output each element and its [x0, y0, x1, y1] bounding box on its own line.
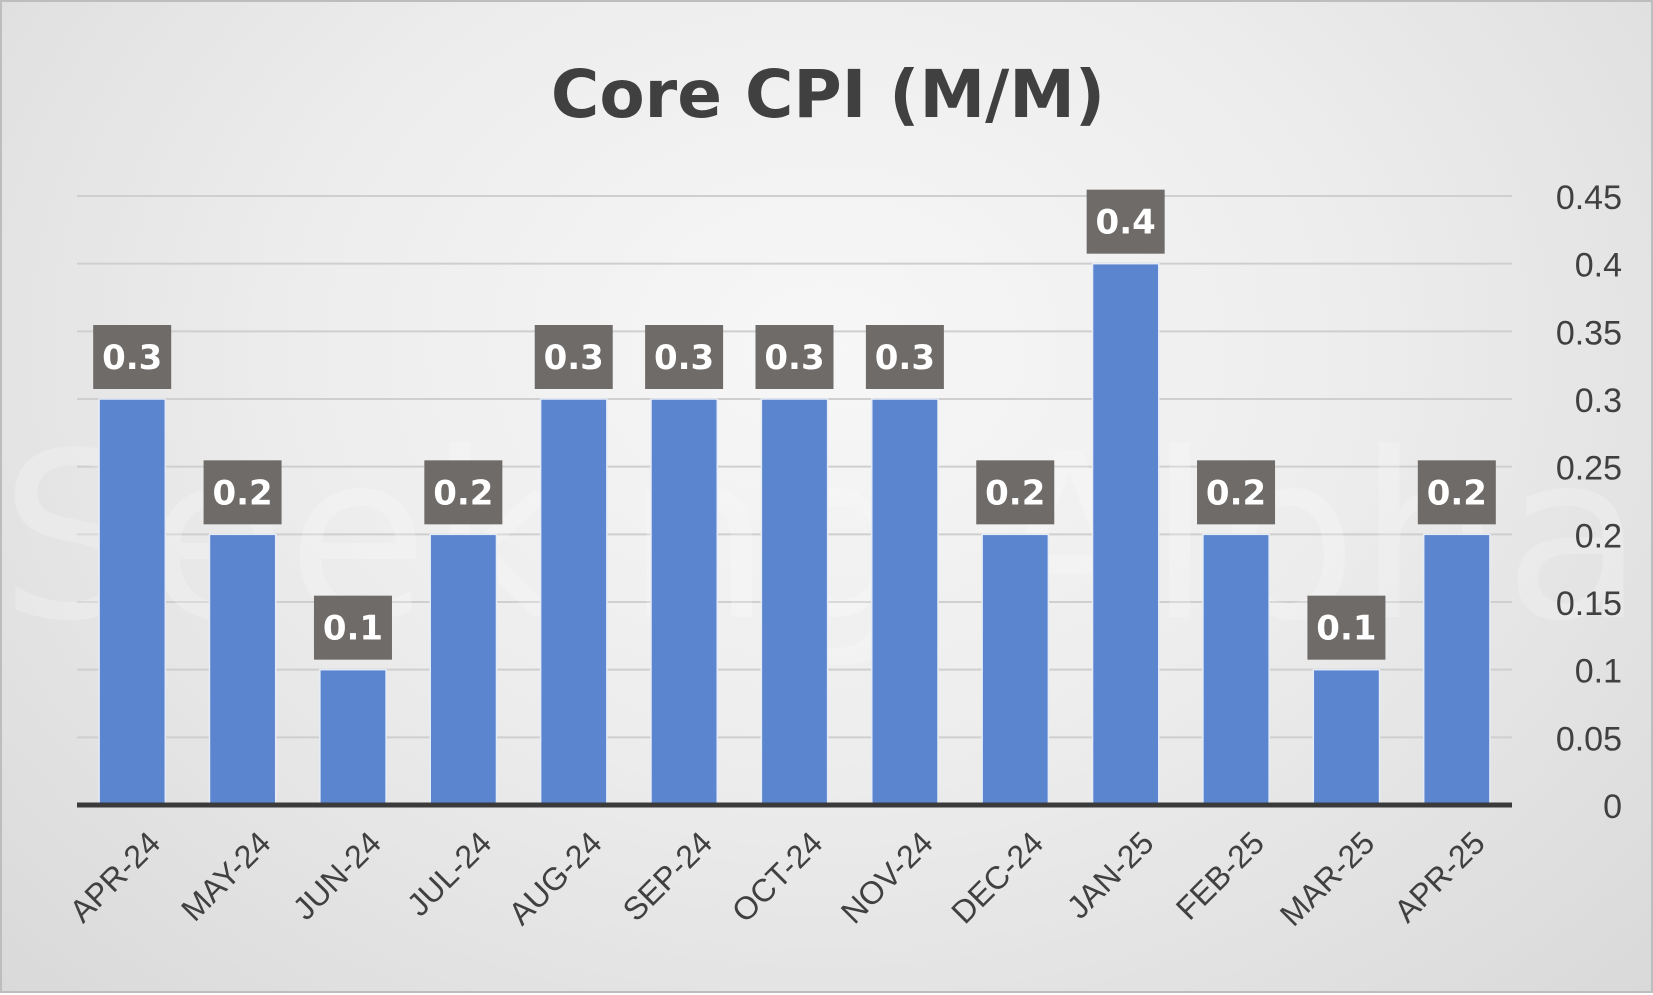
bar [208, 533, 277, 806]
data-label: 0.2 [1427, 473, 1487, 513]
data-label-box [1417, 460, 1496, 525]
y-tick-label: 0.15 [1556, 585, 1622, 623]
data-label-group: 0.2 [1197, 460, 1276, 525]
bar [319, 668, 387, 806]
data-label: 0.3 [102, 338, 162, 378]
x-tick-label: FEB-25 [1169, 824, 1271, 926]
bar [1202, 533, 1270, 806]
x-tick-label: MAR-25 [1273, 824, 1381, 932]
y-tick-label: 0.35 [1556, 314, 1622, 352]
data-label: 0.3 [654, 338, 714, 378]
x-tick-label: AUG-24 [501, 824, 608, 931]
data-label: 0.3 [544, 338, 604, 378]
x-tick-label: SEP-24 [616, 824, 719, 927]
data-label-box [976, 460, 1055, 525]
data-label: 0.1 [323, 609, 383, 649]
y-tick-label: 0 [1603, 788, 1622, 826]
x-tick-label: APR-24 [62, 824, 167, 929]
data-label: 0.1 [1316, 609, 1376, 649]
data-label-box [93, 325, 172, 389]
x-tick-label: OCT-24 [725, 824, 830, 929]
data-label-group: 0.3 [755, 325, 834, 389]
y-tick-label: 0.2 [1575, 517, 1622, 555]
x-tick-label: APR-25 [1387, 824, 1492, 929]
data-label-box [645, 325, 724, 389]
data-label-group: 0.3 [534, 325, 613, 389]
y-tick-label: 0.05 [1556, 720, 1622, 758]
bar [539, 398, 608, 806]
data-label: 0.3 [875, 338, 935, 378]
bar [760, 398, 829, 806]
data-label-box [424, 460, 503, 525]
bar [871, 398, 939, 806]
data-label: 0.2 [985, 473, 1045, 513]
bars [98, 262, 1491, 806]
x-tick-label: JUL-24 [400, 824, 498, 922]
y-axis-ticks: 0 0.05 0.1 0.15 0.2 0.25 0.3 0.35 0.4 0.45 [1556, 179, 1622, 826]
bar [981, 533, 1050, 806]
data-label-box [1307, 595, 1386, 660]
data-label-group: 0.1 [313, 595, 392, 660]
data-label-group: 0.2 [424, 460, 503, 525]
x-tick-label: DEC-24 [944, 824, 1050, 930]
data-label-group: 0.2 [976, 460, 1055, 525]
data-label: 0.3 [764, 338, 824, 378]
data-label-group: 0.3 [645, 325, 724, 389]
data-label-box [755, 325, 834, 389]
bar [1091, 262, 1160, 806]
chart-title: Core CPI (M/M) [551, 56, 1105, 133]
x-axis-ticks: APR-24 MAY-24 JUN-24 JUL-24 AUG-24 SEP-24 OCT-… [62, 824, 1491, 932]
bar [1422, 533, 1491, 806]
data-label-group: 0.2 [1417, 460, 1496, 525]
x-tick-label: NOV-24 [834, 824, 940, 930]
data-label-box [534, 325, 613, 389]
data-label-group: 0.1 [1307, 595, 1386, 660]
data-label: 0.4 [1096, 203, 1156, 243]
data-label-box [203, 460, 282, 525]
data-label-group: 0.2 [203, 460, 282, 525]
bar [98, 398, 167, 806]
y-tick-label: 0.3 [1575, 382, 1622, 420]
data-label: 0.2 [1206, 473, 1266, 513]
y-tick-label: 0.4 [1575, 247, 1622, 285]
data-labels: 0.3 0.2 0.1 0.2 0.3 0.3 0.3 0.3 0.2 0.4 0.2 0.1 0.2 [93, 189, 1496, 660]
data-label-group: 0.3 [865, 325, 944, 389]
data-label-box [1086, 189, 1165, 254]
x-tick-label: JAN-25 [1060, 824, 1161, 925]
data-label: 0.2 [433, 473, 493, 513]
y-tick-label: 0.25 [1556, 450, 1622, 488]
y-tick-label: 0.45 [1556, 179, 1622, 217]
bar [1312, 668, 1381, 806]
data-label-box [1197, 460, 1276, 525]
data-label-group: 0.4 [1086, 189, 1165, 254]
bar [650, 398, 718, 806]
bar [429, 533, 498, 806]
data-label-box [865, 325, 944, 389]
y-tick-label: 0.1 [1575, 653, 1622, 691]
data-label: 0.2 [212, 473, 272, 513]
x-tick-label: JUN-24 [286, 824, 388, 926]
data-label-group: 0.3 [93, 325, 172, 389]
x-tick-label: MAY-24 [174, 824, 277, 927]
data-label-box [313, 595, 392, 660]
